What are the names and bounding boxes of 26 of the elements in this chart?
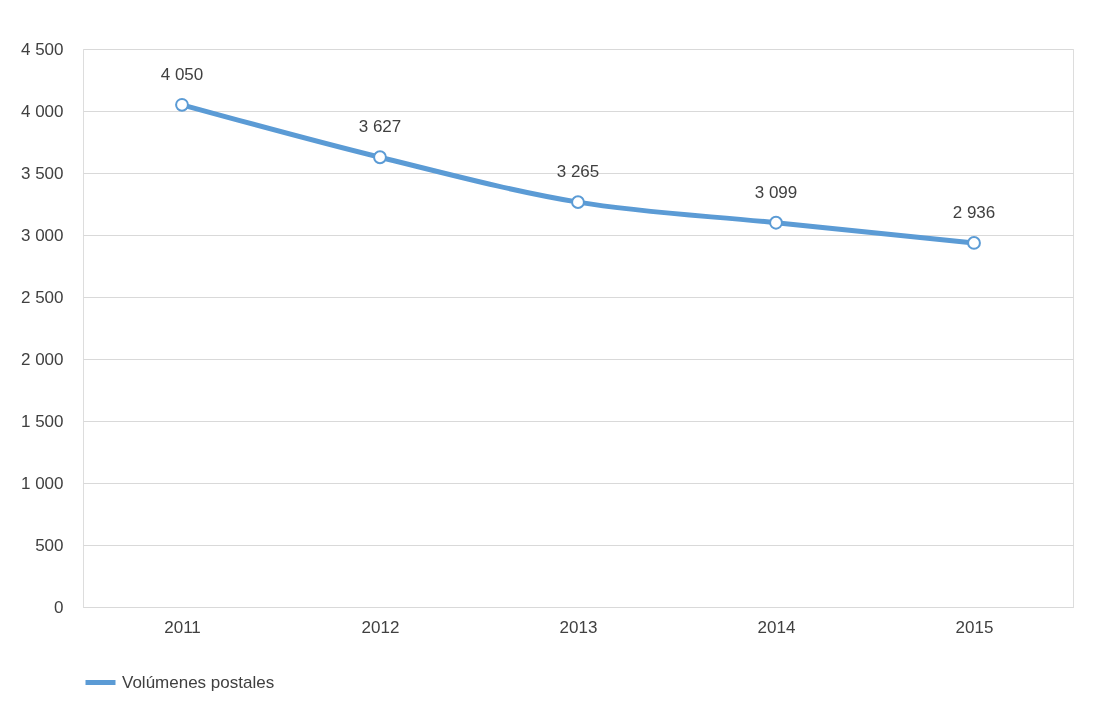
x-tick-label: 2012 xyxy=(361,617,400,637)
data-label: 4 050 xyxy=(160,64,204,84)
y-tick-label: 1 500 xyxy=(20,411,64,431)
y-tick-label: 4 500 xyxy=(20,39,64,59)
y-tick-label: 2 000 xyxy=(20,349,64,369)
data-label: 3 265 xyxy=(556,162,600,182)
data-label: 2 936 xyxy=(952,202,996,222)
y-tick-label: 500 xyxy=(35,535,64,555)
x-tick-label: 2011 xyxy=(164,617,201,637)
x-tick-label: 2015 xyxy=(955,617,994,637)
y-tick-label: 3 000 xyxy=(20,225,64,245)
legend-label: Volúmenes postales xyxy=(122,672,275,692)
point xyxy=(571,195,585,210)
data-label: 3 627 xyxy=(358,117,402,137)
point xyxy=(769,215,783,230)
y-tick-label: 1 000 xyxy=(20,473,64,493)
point xyxy=(175,97,189,112)
point xyxy=(373,150,387,165)
y-tick-label: 0 xyxy=(54,597,64,617)
y-tick-label: 3 500 xyxy=(20,163,64,183)
x-tick-label: 2013 xyxy=(559,617,598,637)
data-label: 3 099 xyxy=(754,182,798,202)
x-tick-label: 2014 xyxy=(757,617,796,637)
y-tick-label: 2 500 xyxy=(20,287,64,307)
point xyxy=(967,236,981,250)
y-tick-label: 4 000 xyxy=(20,101,64,121)
